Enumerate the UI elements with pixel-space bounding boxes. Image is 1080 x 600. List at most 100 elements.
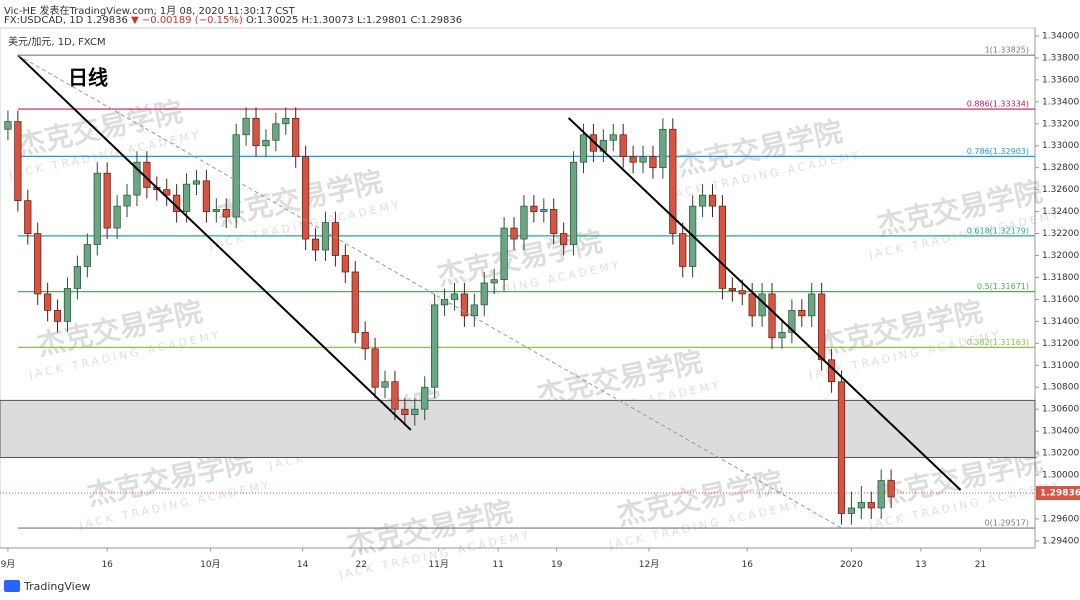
candle-body: [24, 200, 32, 234]
y-tick-label: 1.30400: [1042, 427, 1079, 437]
candle-body: [470, 304, 478, 317]
y-tick-label: 1.33400: [1042, 97, 1079, 107]
fib-label: 1(1.33825): [985, 46, 1029, 55]
candle-body: [808, 293, 816, 317]
candle-body: [341, 255, 349, 273]
candle-body: [34, 233, 42, 295]
annotation: 日线: [68, 66, 108, 90]
y-tick-label: 1.30200: [1042, 449, 1079, 459]
candle-body: [53, 310, 62, 322]
candle-body: [182, 183, 191, 212]
fib-label: 0.786(1.32903): [967, 147, 1029, 156]
y-tick-label: 1.29400: [1042, 536, 1079, 546]
candle-body: [728, 288, 736, 291]
candle-body: [867, 502, 875, 509]
y-tick-label: 1.33000: [1042, 141, 1079, 151]
candle-body: [798, 310, 806, 317]
y-tick-label: 1.30800: [1042, 383, 1079, 393]
candle-body: [778, 331, 786, 339]
candle-body: [718, 205, 727, 289]
x-tick-label: 11月: [428, 559, 448, 570]
x-tick-label: 14: [297, 560, 309, 570]
candle-body: [639, 156, 647, 163]
candle-body: [847, 507, 856, 514]
y-tick-label: 1.33200: [1042, 119, 1079, 129]
candle-body: [411, 408, 419, 416]
candle-body: [242, 117, 250, 136]
candle-body: [609, 134, 617, 141]
ohlc: O:1.30025 H:1.30073 L:1.29801 C:1.29836: [245, 15, 463, 26]
candle-body: [837, 381, 846, 514]
candle-body: [857, 502, 865, 509]
candle-body: [361, 331, 369, 350]
candle-body: [222, 209, 230, 218]
candle-body: [530, 205, 538, 212]
y-tick-label: 1.31000: [1042, 361, 1079, 371]
candle-body: [113, 205, 121, 229]
candle-body: [460, 293, 469, 317]
candle-body: [192, 180, 201, 185]
candle-body: [14, 121, 22, 201]
candle-body: [818, 293, 826, 361]
footer-brand[interactable]: TradingView: [23, 580, 90, 593]
y-tick-label: 1.32600: [1042, 185, 1079, 195]
last-price-box: [1036, 486, 1080, 501]
y-tick-label: 1.32200: [1042, 229, 1079, 239]
candle-body: [123, 194, 131, 207]
candle-body: [63, 288, 72, 322]
candle-body: [540, 209, 548, 212]
change: ▼ −0.00189 (−0.15%): [131, 15, 243, 26]
candle-body: [401, 408, 409, 416]
x-tick-label: 12月: [639, 559, 659, 570]
candle-body: [679, 233, 687, 267]
candle-body: [748, 293, 756, 317]
candle-body: [262, 139, 270, 147]
x-tick-label: 13: [915, 560, 926, 570]
candle-body: [212, 209, 220, 212]
x-tick-label: 9月: [1, 559, 16, 570]
candle-body: [877, 480, 885, 509]
candle-body: [669, 128, 677, 234]
candle-body: [4, 121, 12, 130]
fib-label: 0.5(1.31671): [977, 282, 1029, 291]
y-tick-label: 1.32400: [1042, 207, 1079, 217]
candle-body: [83, 244, 91, 267]
candle-body: [351, 271, 359, 333]
candle-body: [302, 156, 310, 240]
candle-body: [44, 293, 52, 311]
header-line: Vic-HE 发表在TradingView.com, 1月 08, 2020 1…: [4, 6, 295, 17]
x-tick-label: 16: [101, 560, 113, 570]
candle-body: [202, 180, 211, 212]
candle-body: [321, 222, 330, 251]
x-tick-label: 16: [741, 560, 753, 570]
candle-body: [371, 348, 379, 388]
fib-label: 0.886(1.33334): [967, 100, 1029, 109]
y-tick-label: 1.31200: [1042, 339, 1079, 349]
trendline: [17, 54, 842, 529]
candle-body: [708, 194, 717, 207]
candle-body: [103, 172, 111, 229]
candle-body: [272, 123, 280, 141]
chart-legend: 美元/加元, 1D, FXCM: [8, 35, 106, 48]
candle-body: [431, 304, 439, 388]
y-tick-label: 1.33800: [1042, 53, 1079, 63]
y-tick-label: 1.31600: [1042, 295, 1079, 305]
candle-body: [738, 290, 746, 295]
y-tick-label: 1.29600: [1042, 514, 1079, 524]
candle-body: [887, 480, 895, 498]
y-tick-label: 1.33600: [1042, 75, 1079, 85]
candle-body: [589, 134, 598, 152]
candle-body: [282, 117, 290, 125]
candle-body: [649, 156, 657, 169]
y-tick-label: 1.32800: [1042, 163, 1079, 173]
candle-body: [788, 310, 796, 333]
candle-body: [450, 293, 459, 300]
candle-body: [560, 233, 568, 245]
candle-body: [421, 386, 429, 410]
